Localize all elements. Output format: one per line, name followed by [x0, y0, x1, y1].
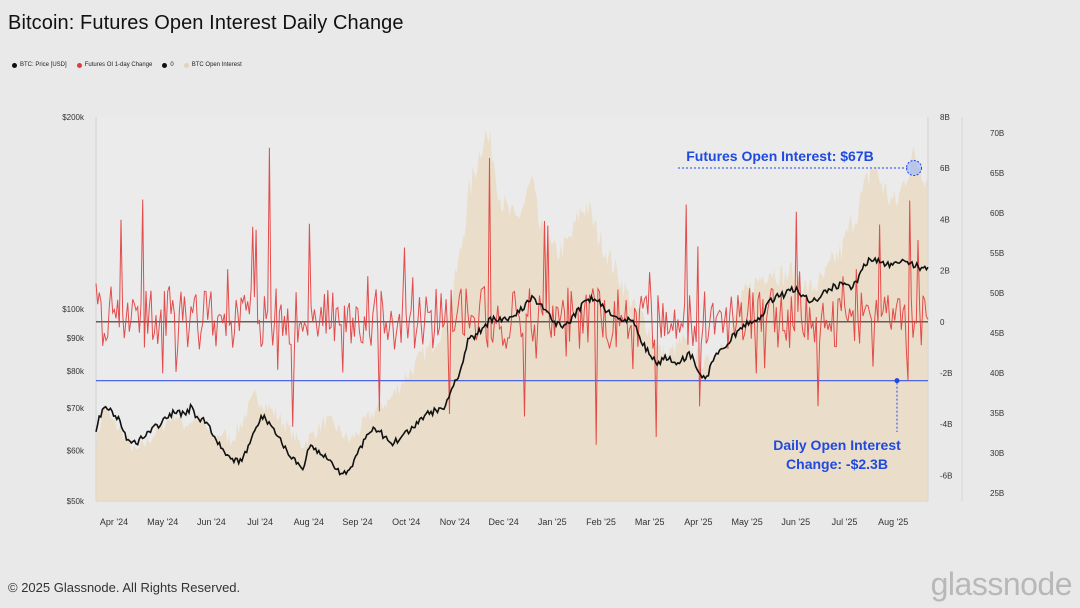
- right-tick-label: 2B: [940, 267, 950, 276]
- x-tick-label: Apr '24: [100, 517, 128, 527]
- left-tick-label: $70k: [67, 404, 85, 413]
- x-tick-label: Sep '24: [342, 517, 372, 527]
- left-tick-label: $60k: [67, 446, 85, 455]
- legend-label-oi-change: Futures OI 1-day Change: [84, 62, 153, 68]
- price-line: [95, 256, 929, 476]
- x-tick-label: Jun '25: [781, 517, 810, 527]
- axes: $50k $60k $70k $80k $90k $100k $200k -6B -4B -2B 0…: [62, 113, 1004, 527]
- annotations: Futures Open Interest: $67B Daily Open In…: [678, 148, 922, 472]
- annotation-open-interest: Futures Open Interest: $67B: [686, 148, 874, 164]
- legend-label-open-interest: BTC Open Interest: [191, 62, 242, 68]
- annotation-daily-change-line1: Daily Open Interest: [773, 437, 901, 453]
- legend-item-open-interest[interactable]: BTC Open Interest: [183, 62, 242, 68]
- open-interest-tick-label: 50B: [990, 289, 1004, 298]
- x-tick-label: Jun '24: [197, 517, 226, 527]
- left-tick-label: $100k: [62, 305, 85, 314]
- x-tick-label: Feb '25: [586, 517, 616, 527]
- x-tick-label: Aug '24: [294, 517, 324, 527]
- open-interest-tick-label: 45B: [990, 329, 1004, 338]
- x-tick-label: May '25: [731, 517, 762, 527]
- left-tick-label: $200k: [62, 113, 85, 122]
- legend-item-zero[interactable]: 0: [162, 62, 174, 68]
- x-tick-label: Oct '24: [392, 517, 420, 527]
- left-tick-label: $50k: [67, 497, 85, 506]
- price-series: [95, 256, 929, 476]
- legend-dot-price: [12, 62, 17, 68]
- open-interest-tick-label: 55B: [990, 249, 1004, 258]
- right-tick-label: -4B: [940, 420, 952, 429]
- right-tick-label: 6B: [940, 164, 950, 173]
- copyright-footer: © 2025 Glassnode. All Rights Reserved.: [8, 580, 241, 595]
- legend: BTC: Price [USD] Futures OI 1-day Change…: [12, 59, 242, 71]
- chart-title: Bitcoin: Futures Open Interest Daily Cha…: [8, 12, 404, 34]
- left-tick-label: $90k: [67, 334, 85, 343]
- right-tick-label: 4B: [940, 215, 950, 224]
- x-tick-label: Aug '25: [878, 517, 908, 527]
- legend-label-zero: 0: [170, 62, 174, 68]
- glassnode-logo: glassnode: [930, 566, 1073, 602]
- x-tick-label: Jan '25: [538, 517, 567, 527]
- open-interest-tick-label: 65B: [990, 169, 1004, 178]
- right-tick-label: -2B: [940, 369, 952, 378]
- open-interest-tick-label: 25B: [990, 489, 1004, 498]
- x-tick-label: Nov '24: [440, 517, 470, 527]
- oi-change-line: [95, 147, 929, 445]
- oi-change-series: [95, 147, 929, 445]
- right-tick-label: 8B: [940, 113, 950, 122]
- annotation-marker-bottom: [894, 378, 900, 384]
- x-tick-label: Jul '25: [832, 517, 858, 527]
- x-tick-label: Apr '25: [684, 517, 712, 527]
- legend-item-oi-change[interactable]: Futures OI 1-day Change: [76, 62, 153, 68]
- legend-dot-open-interest: [183, 62, 189, 68]
- x-tick-label: May '24: [147, 517, 178, 527]
- open-interest-tick-label: 35B: [990, 409, 1004, 418]
- x-tick-label: Jul '24: [247, 517, 273, 527]
- open-interest-tick-label: 40B: [990, 369, 1004, 378]
- right-tick-label: 0: [940, 318, 945, 327]
- x-tick-label: Dec '24: [488, 517, 518, 527]
- annotation-daily-change-line2: Change: -$2.3B: [786, 456, 888, 472]
- x-tick-label: Mar '25: [635, 517, 665, 527]
- legend-label-price: BTC: Price [USD]: [20, 62, 67, 68]
- right-tick-label: -6B: [940, 471, 952, 480]
- open-interest-tick-label: 60B: [990, 209, 1004, 218]
- left-tick-label: $80k: [67, 367, 85, 376]
- legend-item-price[interactable]: BTC: Price [USD]: [12, 62, 67, 68]
- open-interest-tick-label: 30B: [990, 449, 1004, 458]
- annotation-marker-top: [906, 160, 922, 176]
- open-interest-tick-label: 70B: [990, 129, 1004, 138]
- legend-dot-zero: [162, 62, 168, 68]
- legend-dot-oi-change: [76, 62, 82, 68]
